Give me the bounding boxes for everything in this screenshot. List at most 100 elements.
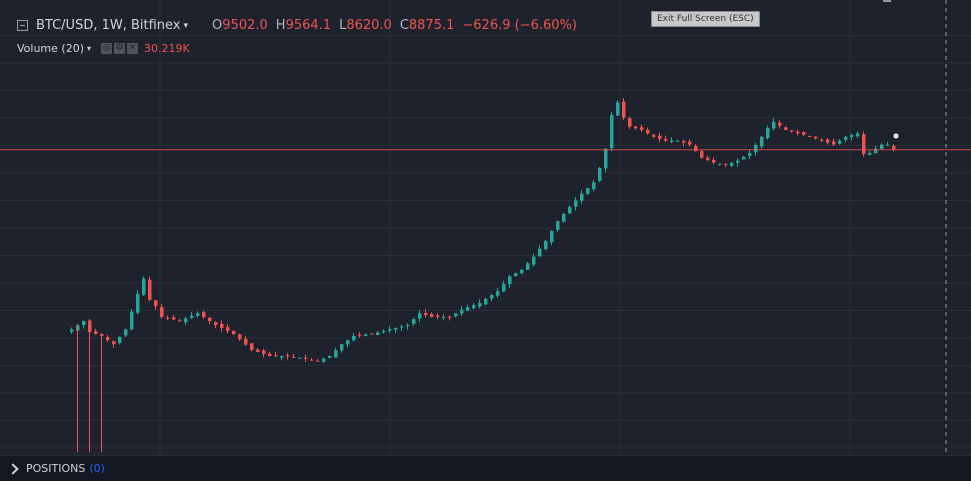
- candle: [406, 323, 410, 330]
- candle: [142, 276, 146, 297]
- candle-body: [232, 330, 236, 335]
- candle-body: [598, 167, 602, 181]
- fullscreen-tooltip: Exit Full Screen (ESC): [651, 11, 760, 27]
- candle-body: [298, 357, 302, 359]
- candle-body: [244, 338, 248, 345]
- candle: [766, 125, 770, 140]
- candle-body: [808, 136, 812, 138]
- candle: [532, 253, 536, 267]
- candle: [544, 240, 548, 251]
- candle: [868, 150, 872, 156]
- candle-body: [304, 357, 308, 359]
- candle: [322, 357, 326, 363]
- candle-body: [172, 317, 176, 320]
- candle: [700, 150, 704, 159]
- candle-body: [712, 159, 716, 163]
- candle-body: [628, 118, 632, 127]
- candle: [418, 310, 422, 323]
- candle-body: [130, 311, 134, 330]
- candle: [826, 137, 830, 145]
- candle: [250, 343, 254, 352]
- candle-body: [184, 318, 188, 323]
- candle-body: [856, 133, 860, 137]
- high-value: 9564.1: [285, 18, 332, 33]
- candle-body: [214, 322, 218, 325]
- candle: [862, 131, 866, 157]
- candle: [262, 348, 266, 358]
- candle: [436, 313, 440, 320]
- candle: [610, 111, 614, 152]
- candle: [502, 280, 506, 293]
- settings-icon[interactable]: ⚙: [114, 43, 126, 54]
- close-icon[interactable]: ✕: [127, 43, 139, 54]
- visibility-icon[interactable]: ◎: [101, 43, 113, 54]
- candle: [784, 126, 788, 131]
- candle-body: [538, 248, 542, 257]
- candle-body: [82, 320, 86, 326]
- candle-body: [394, 327, 398, 330]
- candle-body: [118, 336, 122, 343]
- chevron-right-icon[interactable]: [7, 462, 19, 475]
- candle: [520, 268, 524, 275]
- chart-area[interactable]: [0, 0, 971, 455]
- candle-body: [124, 329, 128, 336]
- candle: [166, 315, 170, 320]
- positions-tab[interactable]: POSITIONS: [26, 462, 86, 475]
- collapse-icon[interactable]: [17, 20, 28, 31]
- candle: [886, 141, 890, 146]
- candle: [742, 156, 746, 160]
- candle: [82, 320, 86, 329]
- candle: [484, 297, 488, 306]
- candle-body: [520, 269, 524, 274]
- candle-body: [646, 129, 650, 134]
- candle: [562, 212, 566, 223]
- candle: [292, 353, 296, 358]
- candle: [622, 98, 626, 121]
- candle: [730, 162, 734, 168]
- candle-body: [718, 163, 722, 165]
- candle-body: [580, 193, 584, 201]
- chevron-down-icon[interactable]: ▾: [87, 44, 92, 53]
- candle-body: [670, 140, 674, 142]
- candle-body: [202, 312, 206, 318]
- candle-body: [136, 293, 140, 313]
- candle-body: [88, 320, 92, 333]
- candle: [286, 352, 290, 360]
- candle: [550, 230, 554, 246]
- bottom-panel: POSITIONS (0): [0, 455, 971, 481]
- candle: [208, 316, 212, 324]
- candle: [538, 245, 542, 257]
- symbol-label[interactable]: BTC/USD, 1W, Bitfinex: [36, 18, 181, 33]
- candle-body: [220, 323, 224, 329]
- symbol-legend: BTC/USD, 1W, Bitfinex ▾ O9502.0 H9564.1 …: [17, 18, 577, 33]
- candle-body: [106, 337, 110, 341]
- volume-label[interactable]: Volume (20): [17, 42, 84, 55]
- candle: [172, 314, 176, 321]
- candle-body: [274, 355, 278, 357]
- candle-body: [286, 355, 290, 357]
- candle: [850, 133, 854, 141]
- candle: [526, 261, 530, 270]
- candle-body: [586, 188, 590, 194]
- candle-body: [616, 102, 620, 116]
- candle-body: [544, 240, 548, 250]
- candle-body: [70, 329, 74, 332]
- candle: [580, 190, 584, 204]
- candlestick-chart[interactable]: [0, 0, 971, 455]
- candle: [382, 329, 386, 334]
- candle: [688, 139, 692, 147]
- candle-body: [514, 273, 518, 277]
- candle-body: [442, 316, 446, 318]
- candle: [202, 310, 206, 319]
- candle: [496, 287, 500, 299]
- candle-body: [436, 315, 440, 317]
- candle-body: [622, 101, 626, 118]
- candle-body: [610, 114, 614, 149]
- candle: [616, 100, 620, 117]
- candle: [316, 358, 320, 362]
- candle: [772, 118, 776, 131]
- candle-body: [370, 333, 374, 335]
- candle: [706, 155, 710, 162]
- chevron-down-icon[interactable]: ▾: [183, 20, 189, 31]
- candle: [814, 136, 818, 140]
